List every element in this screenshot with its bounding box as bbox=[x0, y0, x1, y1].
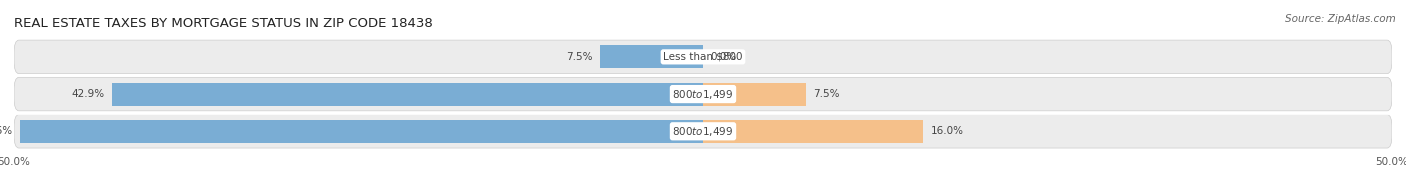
FancyBboxPatch shape bbox=[14, 40, 1392, 74]
Text: 7.5%: 7.5% bbox=[813, 89, 839, 99]
Bar bbox=[703, 83, 807, 106]
Bar bbox=[599, 45, 703, 68]
Text: $800 to $1,499: $800 to $1,499 bbox=[672, 88, 734, 101]
Text: Source: ZipAtlas.com: Source: ZipAtlas.com bbox=[1285, 14, 1396, 24]
Text: $800 to $1,499: $800 to $1,499 bbox=[672, 125, 734, 138]
Text: 0.0%: 0.0% bbox=[710, 52, 737, 62]
Text: 49.6%: 49.6% bbox=[0, 126, 13, 136]
Bar bbox=[703, 120, 924, 143]
FancyBboxPatch shape bbox=[14, 114, 1392, 148]
Bar bbox=[112, 83, 703, 106]
Bar bbox=[20, 120, 703, 143]
FancyBboxPatch shape bbox=[14, 77, 1392, 111]
Text: 42.9%: 42.9% bbox=[72, 89, 105, 99]
Text: REAL ESTATE TAXES BY MORTGAGE STATUS IN ZIP CODE 18438: REAL ESTATE TAXES BY MORTGAGE STATUS IN … bbox=[14, 17, 433, 30]
Text: 7.5%: 7.5% bbox=[567, 52, 593, 62]
Text: Less than $800: Less than $800 bbox=[664, 52, 742, 62]
Text: 16.0%: 16.0% bbox=[931, 126, 963, 136]
